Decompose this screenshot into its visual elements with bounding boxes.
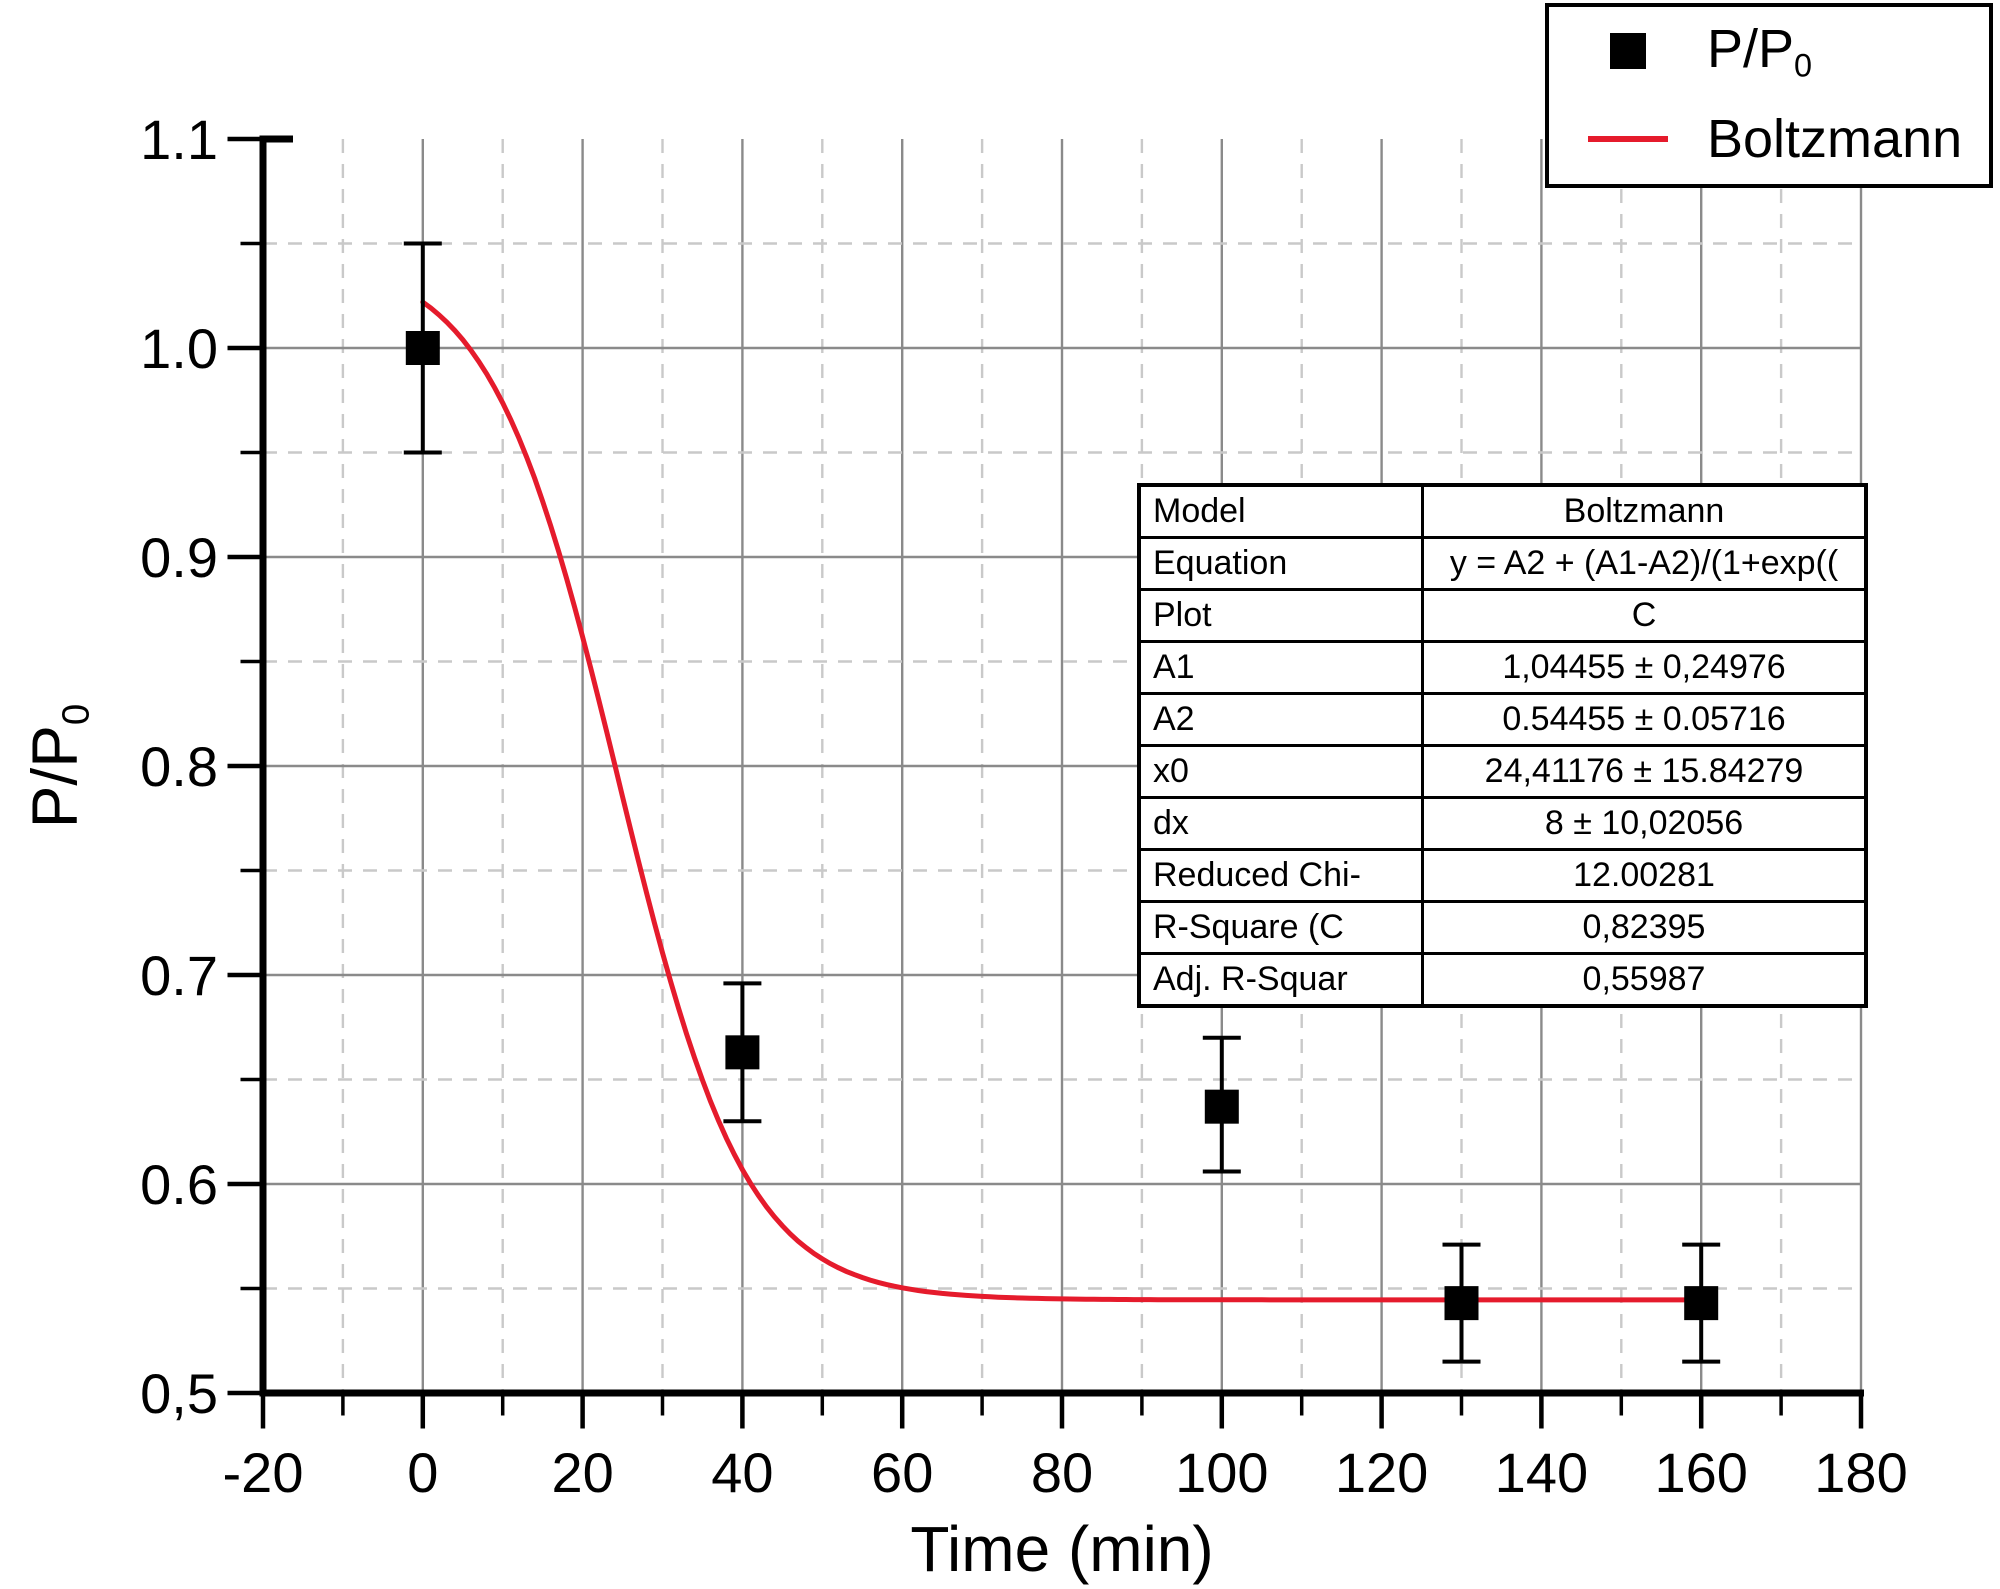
stats-row: Adj. R-Squar 0,55987 <box>1137 952 1868 1008</box>
legend-square-marker-icon <box>1610 33 1646 69</box>
stats-row: A2 0.54455 ± 0.05716 <box>1137 692 1868 747</box>
stats-row: x0 24,41176 ± 15.84279 <box>1137 744 1868 799</box>
x-tick-label: 0 <box>407 1441 438 1504</box>
stats-value-cell: C <box>1421 588 1868 643</box>
data-point-marker <box>405 331 440 365</box>
x-tick-label: 20 <box>551 1441 613 1504</box>
boltzmann-fit-curve <box>420 299 1704 1303</box>
stats-value-cell: y = A2 + (A1-A2)/(1+exp(( <box>1421 536 1868 591</box>
y-axis-title-subscript: 0 <box>54 703 98 726</box>
y-tick-label: 0.6 <box>140 1153 218 1216</box>
data-point-marker <box>1204 1089 1239 1124</box>
x-tick-label: 160 <box>1654 1441 1747 1504</box>
y-tick-label: 0,5 <box>140 1362 218 1425</box>
stats-row: Equation y = A2 + (A1-A2)/(1+exp(( <box>1137 536 1868 591</box>
y-tick-label: 0.9 <box>140 526 218 589</box>
x-tick-label: 60 <box>871 1441 933 1504</box>
fit-stats-table: Model Boltzmann Equation y = A2 + (A1-A2… <box>1137 483 1868 1008</box>
legend-entry-fit: Boltzmann <box>1549 95 1989 183</box>
legend: P/P0 Boltzmann <box>1545 3 1993 188</box>
legend-entry-label: P/P0 <box>1707 18 1812 85</box>
stats-row: dx 8 ± 10,02056 <box>1137 796 1868 851</box>
stats-value-cell: 24,41176 ± 15.84279 <box>1421 744 1868 799</box>
stats-label-cell: Equation <box>1137 536 1424 591</box>
stats-value-cell: 0,82395 <box>1421 900 1868 955</box>
x-tick-label: 140 <box>1495 1441 1588 1504</box>
x-tick-label: 120 <box>1335 1441 1428 1504</box>
y-tick-label: 0.7 <box>140 944 218 1007</box>
stats-value-cell: 0.54455 ± 0.05716 <box>1421 692 1868 747</box>
x-tick-label: 100 <box>1175 1441 1268 1504</box>
stats-row: Plot C <box>1137 588 1868 643</box>
legend-marker-cell <box>1549 33 1707 69</box>
y-axis-title: P/P0 <box>18 704 99 829</box>
data-point-marker <box>1444 1286 1479 1321</box>
legend-label-subscript: 0 <box>1794 47 1813 84</box>
x-tick-label: 180 <box>1814 1441 1907 1504</box>
legend-label-main: P/P <box>1707 18 1795 79</box>
stats-label-cell: Model <box>1137 483 1424 539</box>
x-axis-title: Time (min) <box>910 1512 1213 1586</box>
stats-row: R-Square (C 0,82395 <box>1137 900 1868 955</box>
data-point-marker <box>725 1035 760 1070</box>
legend-line-marker-icon <box>1588 136 1668 142</box>
stats-label-cell: x0 <box>1137 744 1424 799</box>
stats-row: A1 1,04455 ± 0,24976 <box>1137 640 1868 695</box>
y-tick-label: 1.0 <box>140 317 218 380</box>
x-tick-label: -20 <box>223 1441 304 1504</box>
y-tick-label: 1.1 <box>140 108 218 171</box>
y-axis-title-main: P/P <box>18 725 91 829</box>
x-axis-title-text: Time (min) <box>910 1513 1214 1585</box>
stats-value-cell: 8 ± 10,02056 <box>1421 796 1868 851</box>
data-point-marker <box>1684 1286 1719 1321</box>
stats-row: Reduced Chi- 12.00281 <box>1137 848 1868 903</box>
legend-marker-cell <box>1549 136 1707 142</box>
stats-label-cell: dx <box>1137 796 1424 851</box>
stats-value-cell: Boltzmann <box>1421 483 1868 539</box>
stats-label-cell: A2 <box>1137 692 1424 747</box>
legend-label-main: Boltzmann <box>1707 109 1963 169</box>
stats-label-cell: R-Square (C <box>1137 900 1424 955</box>
stats-label-cell: Adj. R-Squar <box>1137 952 1424 1008</box>
stats-label-cell: Plot <box>1137 588 1424 643</box>
stats-label-cell: A1 <box>1137 640 1424 695</box>
stats-row: Model Boltzmann <box>1137 483 1868 539</box>
stats-value-cell: 1,04455 ± 0,24976 <box>1421 640 1868 695</box>
legend-entry-label: Boltzmann <box>1707 108 1962 170</box>
x-tick-label: 80 <box>1031 1441 1093 1504</box>
legend-entry-data: P/P0 <box>1549 7 1989 95</box>
stats-value-cell: 0,55987 <box>1421 952 1868 1008</box>
stats-value-cell: 12.00281 <box>1421 848 1868 903</box>
stats-label-cell: Reduced Chi- <box>1137 848 1424 903</box>
x-tick-label: 40 <box>711 1441 773 1504</box>
y-tick-label: 0.8 <box>140 735 218 798</box>
